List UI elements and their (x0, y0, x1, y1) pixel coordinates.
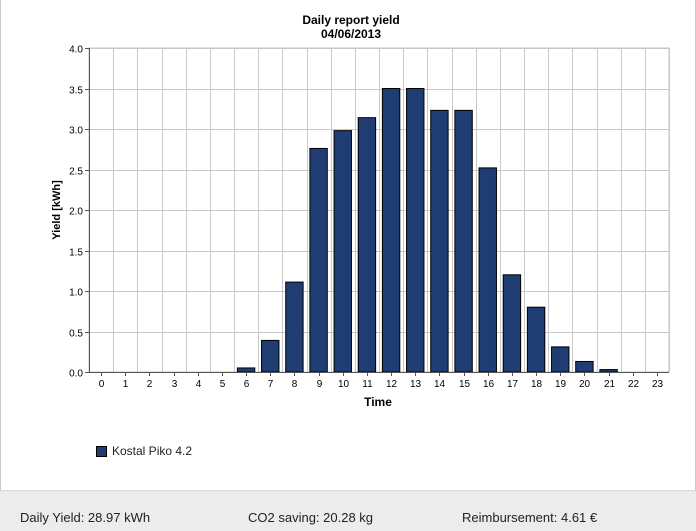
x-tick-label: 21 (604, 379, 616, 390)
x-tick-label: 17 (507, 379, 519, 390)
y-tick-label: 2.5 (69, 167, 83, 178)
legend: Kostal Piko 4.2 (96, 444, 192, 458)
x-tick-label: 4 (196, 379, 202, 390)
x-tick-label: 13 (410, 379, 422, 390)
bar (261, 339, 280, 373)
x-tick-label: 22 (628, 379, 640, 390)
y-tick-label: 3.0 (69, 126, 83, 137)
x-tick-label: 14 (434, 379, 446, 390)
bar (406, 88, 425, 373)
bar (478, 167, 497, 373)
y-tick-label: 1.0 (69, 288, 83, 299)
x-tick-label: 9 (317, 379, 323, 390)
y-axis-label: Yield [kWh] (51, 180, 63, 240)
x-tick-label: 20 (579, 379, 591, 390)
legend-label: Kostal Piko 4.2 (112, 444, 193, 458)
x-axis-label: Time (364, 395, 392, 409)
x-tick-label: 3 (172, 379, 178, 390)
bar (599, 369, 618, 373)
x-tick-label: 6 (244, 379, 250, 390)
chart-subtitle: 04/06/2013 (321, 27, 381, 41)
y-tick-label: 4.0 (69, 45, 83, 56)
bar (333, 130, 352, 373)
bar (285, 281, 304, 373)
x-tick-label: 5 (220, 379, 226, 390)
x-tick-label: 0 (99, 379, 105, 390)
chart-title: Daily report yield (302, 13, 399, 27)
bar (575, 360, 594, 373)
x-tick-label: 2 (147, 379, 153, 390)
reimbursement-text: Reimbursement: 4.61 € (462, 510, 598, 525)
x-tick-label: 18 (531, 379, 543, 390)
y-tick-label: 1.5 (69, 248, 83, 259)
legend-swatch (96, 445, 107, 457)
bar (381, 88, 401, 373)
bar (430, 109, 449, 373)
x-tick-label: 16 (483, 379, 495, 390)
axes: 0.00.51.01.52.02.53.03.54.00 1 2 3 4 5 6 7 8 9 10 1… (69, 45, 669, 390)
x-tick-label: 1 (123, 379, 129, 390)
x-tick-label: 10 (338, 379, 350, 390)
bar (454, 109, 473, 373)
x-tick-label: 19 (555, 379, 567, 390)
y-tick-label: 2.0 (69, 207, 83, 218)
x-tick-label: 7 (268, 379, 274, 390)
x-tick-label: 12 (386, 379, 398, 390)
y-tick-label: 0.0 (69, 369, 83, 380)
bar (502, 274, 522, 373)
y-tick-label: 0.5 (69, 329, 83, 340)
bar (236, 367, 256, 373)
summary-bar: Daily Yield: 28.97 kWh CO2 saving: 20.28… (0, 490, 696, 531)
bar (551, 346, 570, 373)
x-tick-label: 11 (362, 379, 373, 390)
bar (357, 117, 377, 373)
x-tick-label: 23 (652, 379, 664, 390)
x-tick-label: 8 (292, 379, 298, 390)
bars (236, 88, 618, 373)
bar (526, 306, 546, 373)
grid-lines (88, 47, 670, 373)
daily-yield-text: Daily Yield: 28.97 kWh (20, 510, 151, 525)
x-tick-label: 15 (459, 379, 471, 390)
bar (309, 147, 328, 373)
co2-saving-text: CO2 saving: 20.28 kg (248, 510, 374, 525)
y-tick-label: 3.5 (69, 86, 83, 97)
yield-chart: Daily report yield 04/06/2013 0.0 0.5 1.0 1… (51, 13, 670, 409)
